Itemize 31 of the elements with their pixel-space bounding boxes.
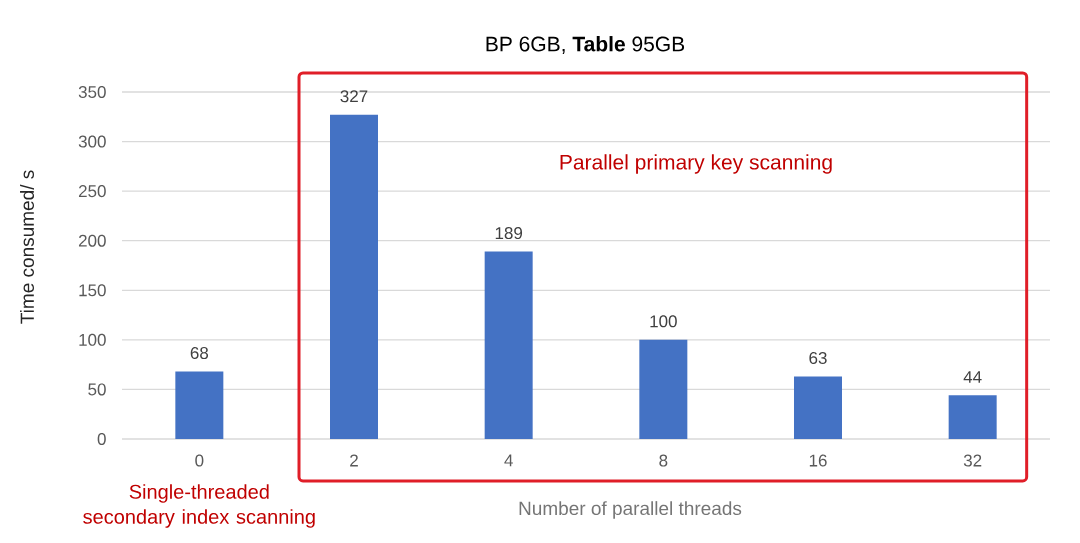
data-label: 68 xyxy=(190,347,209,360)
x-tick-label: 16 xyxy=(809,454,827,467)
annotation: Parallel primary key scanning xyxy=(560,154,832,174)
x-tick-label: 0 xyxy=(195,454,204,467)
y-tick-label: 300 xyxy=(78,135,106,148)
y-tick-label: 350 xyxy=(78,85,106,99)
x-tick-label: 32 xyxy=(963,454,982,467)
text: Single-threaded secondary index scanning xyxy=(83,484,315,528)
y-tick-label: 100 xyxy=(79,333,106,346)
bar xyxy=(948,395,997,439)
x-tick-label: 4 xyxy=(504,454,513,467)
bar xyxy=(639,339,688,439)
x-axis-title: Number of parallel threads xyxy=(519,501,742,519)
data-label: 44 xyxy=(963,371,982,383)
bar xyxy=(484,251,533,439)
y-tick-label: 250 xyxy=(78,185,106,198)
y-tick-label: 50 xyxy=(88,383,106,396)
bar xyxy=(794,376,842,439)
data-label: 327 xyxy=(340,90,368,103)
bar xyxy=(330,114,378,439)
y-tick-label: 0 xyxy=(97,432,106,446)
chart-title: BP 6GB, Table 95GB xyxy=(486,36,685,54)
data-label: 63 xyxy=(809,351,827,364)
x-tick-label: 8 xyxy=(659,454,668,467)
data-label: 189 xyxy=(495,227,523,240)
bar xyxy=(175,371,224,439)
y-axis-title: Time consumed/ s xyxy=(20,170,34,324)
y-tick-label: 200 xyxy=(78,234,106,247)
x-tick-label: 2 xyxy=(350,454,358,467)
data-label: 100 xyxy=(650,315,677,328)
y-tick-label: 150 xyxy=(79,284,106,297)
